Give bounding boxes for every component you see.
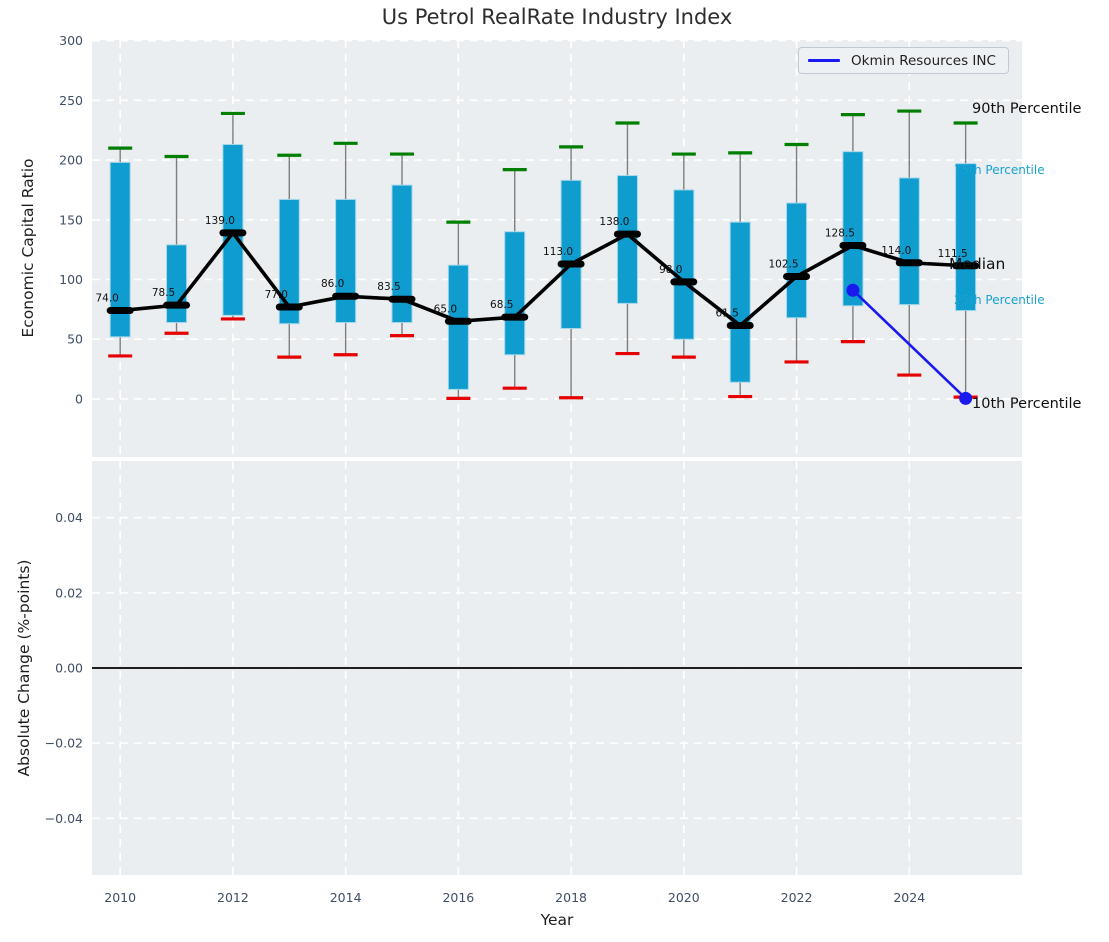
box-iqr: [842, 151, 864, 307]
legend-line-swatch: [808, 59, 840, 62]
median-value-label: 111.5: [938, 248, 968, 260]
top-y-axis-label: Economic Capital Ratio: [19, 158, 37, 338]
median-value-label: 65.0: [434, 303, 457, 315]
median-value-label: 113.0: [543, 246, 573, 258]
annotation-75th-percentile: 75th Percentile: [954, 163, 1045, 177]
box-iqr: [109, 161, 131, 338]
median-value-label: 61.5: [715, 307, 738, 319]
bottom-y-tick-label: −0.04: [45, 811, 83, 826]
median-marker: [895, 259, 923, 267]
top-y-tick-label: 300: [59, 33, 83, 48]
x-tick-label: 2010: [104, 890, 136, 905]
bottom-y-tick-label: 0.04: [55, 510, 83, 525]
median-value-label: 78.5: [152, 287, 175, 299]
median-marker: [332, 292, 360, 300]
median-value-label: 74.0: [95, 293, 118, 305]
box-iqr: [391, 184, 413, 323]
box-iqr: [560, 179, 582, 329]
figure-title: Us Petrol RealRate Industry Index: [381, 5, 733, 29]
top-y-tick-label: 150: [59, 212, 83, 227]
median-value-label: 68.5: [490, 299, 513, 311]
median-line: [120, 229, 966, 328]
median-value-label: 114.0: [881, 245, 911, 257]
median-marker: [613, 230, 641, 238]
median-marker: [557, 260, 585, 268]
bottom-y-tick-label: −0.02: [45, 736, 83, 751]
median-marker: [952, 262, 980, 270]
x-tick-label: 2024: [893, 890, 925, 905]
bottom-y-tick-label: 0.02: [55, 585, 83, 600]
box-iqr: [955, 163, 977, 312]
median-value-label: 139.0: [205, 215, 235, 227]
median-marker: [501, 313, 529, 321]
box-iqr: [166, 244, 188, 323]
median-value-label: 86.0: [321, 278, 344, 290]
x-tick-label: 2012: [217, 890, 249, 905]
median-marker: [839, 241, 867, 249]
x-tick-label: 2018: [555, 890, 587, 905]
company-line: [852, 289, 967, 400]
median-value-label: 102.5: [769, 259, 799, 271]
x-tick-label: 2014: [330, 890, 362, 905]
legend-label: Okmin Resources INC: [851, 52, 996, 69]
median-value-label: 77.0: [265, 289, 288, 301]
median-value-label: 138.0: [599, 216, 629, 228]
x-tick-label: 2020: [668, 890, 700, 905]
annotation-90th-percentile: 90th Percentile: [972, 101, 1082, 117]
median-marker: [670, 278, 698, 286]
legend: Okmin Resources INC: [798, 47, 1009, 74]
x-tick-label: 2022: [781, 890, 813, 905]
x-tick-label: 2016: [442, 890, 474, 905]
top-y-tick-label: 250: [59, 93, 83, 108]
median-marker: [163, 301, 191, 309]
company-line-marker: [959, 391, 973, 405]
median-value-label: 83.5: [377, 281, 400, 293]
median-marker: [219, 229, 247, 237]
median-marker: [388, 295, 416, 303]
top-y-tick-label: 50: [67, 332, 83, 347]
company-line-marker: [846, 283, 860, 297]
box-iqr: [898, 177, 920, 306]
box-iqr: [673, 189, 695, 340]
top-y-tick-label: 200: [59, 153, 83, 168]
median-marker: [783, 273, 811, 281]
annotation-10th-percentile: 10th Percentile: [972, 396, 1082, 412]
box-iqr: [729, 221, 751, 383]
annotation-median: Median: [949, 255, 1006, 273]
median-marker: [106, 307, 134, 315]
bottom-y-tick-label: 0.00: [55, 661, 83, 676]
top-y-tick-label: 100: [59, 272, 83, 287]
annotation-25th-percentile: 25th Percentile: [954, 293, 1045, 307]
box-iqr: [447, 264, 469, 390]
box-iqr: [504, 231, 526, 356]
box-iqr: [278, 198, 300, 325]
top-y-tick-label: 0: [75, 391, 83, 406]
x-axis-label: Year: [540, 911, 574, 929]
box-iqr: [786, 202, 808, 319]
median-value-label: 98.0: [659, 264, 682, 276]
bottom-y-axis-label: Absolute Change (%-points): [15, 559, 33, 777]
box-iqr: [335, 198, 357, 323]
median-marker: [444, 317, 472, 325]
median-marker: [726, 321, 754, 329]
median-marker: [275, 303, 303, 311]
median-value-label: 128.5: [825, 227, 855, 239]
